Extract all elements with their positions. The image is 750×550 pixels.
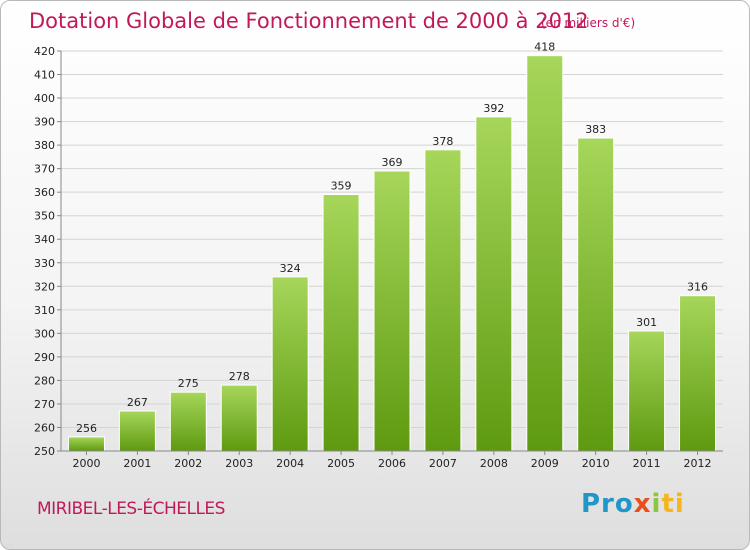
bar bbox=[271, 276, 309, 452]
y-tick-label: 380 bbox=[34, 139, 55, 152]
y-tick-label: 280 bbox=[34, 374, 55, 387]
y-tick-label: 330 bbox=[34, 257, 55, 270]
bar bbox=[322, 194, 360, 452]
x-tick-label: 2001 bbox=[123, 457, 151, 470]
data-label: 324 bbox=[280, 262, 301, 275]
x-tick-label: 2000 bbox=[72, 457, 100, 470]
data-label: 418 bbox=[534, 41, 555, 54]
x-tick-label: 2007 bbox=[429, 457, 457, 470]
bar bbox=[373, 170, 411, 452]
y-tick-label: 310 bbox=[34, 304, 55, 317]
data-label: 359 bbox=[331, 180, 352, 193]
chart-unit: (en milliers d'€) bbox=[541, 16, 636, 30]
x-tick-label: 2006 bbox=[378, 457, 406, 470]
commune-name: MIRIBEL-LES-ÉCHELLES bbox=[37, 499, 225, 519]
y-tick-label: 390 bbox=[34, 116, 55, 129]
data-label: 301 bbox=[636, 316, 657, 329]
axes: 250 260 270 280 290 300 310 320 330 340 350 360 370 3… bbox=[34, 45, 723, 470]
x-tick-label: 2011 bbox=[633, 457, 661, 470]
bar bbox=[577, 137, 615, 452]
data-label: 378 bbox=[432, 135, 453, 148]
y-tick-label: 400 bbox=[34, 92, 55, 105]
data-label: 275 bbox=[178, 377, 199, 390]
data-label: 369 bbox=[382, 156, 403, 169]
data-label: 392 bbox=[483, 102, 504, 115]
y-tick-label: 410 bbox=[34, 69, 55, 82]
x-tick-label: 2009 bbox=[531, 457, 559, 470]
data-label: 267 bbox=[127, 396, 148, 409]
y-tick-label: 420 bbox=[34, 45, 55, 58]
bars: 256 267 275 278 324 359 369 378 392 418 383 301 316 bbox=[67, 41, 717, 452]
x-tick-label: 2012 bbox=[684, 457, 712, 470]
y-tick-label: 300 bbox=[34, 327, 55, 340]
y-tick-label: 360 bbox=[34, 186, 55, 199]
bar bbox=[424, 149, 462, 452]
data-label: 278 bbox=[229, 370, 250, 383]
y-tick-label: 270 bbox=[34, 398, 55, 411]
bar bbox=[475, 116, 513, 452]
y-tick-label: 260 bbox=[34, 421, 55, 434]
x-tick-label: 2008 bbox=[480, 457, 508, 470]
y-tick-label: 350 bbox=[34, 210, 55, 223]
bar bbox=[169, 391, 207, 452]
x-tick-label: 2002 bbox=[174, 457, 202, 470]
bar bbox=[679, 295, 717, 452]
bar bbox=[628, 330, 666, 452]
data-label: 316 bbox=[687, 281, 708, 294]
chart-title: Dotation Globale de Fonctionnement de 20… bbox=[29, 9, 589, 33]
bar bbox=[526, 55, 564, 452]
y-tick-label: 370 bbox=[34, 163, 55, 176]
proxiti-logo: Proxiti bbox=[581, 489, 685, 519]
y-tick-label: 340 bbox=[34, 233, 55, 246]
y-tick-label: 290 bbox=[34, 351, 55, 364]
x-tick-label: 2004 bbox=[276, 457, 304, 470]
data-label: 383 bbox=[585, 123, 606, 136]
bar bbox=[67, 436, 105, 452]
y-tick-label: 320 bbox=[34, 280, 55, 293]
x-tick-label: 2010 bbox=[582, 457, 610, 470]
bar bbox=[118, 410, 156, 452]
bar bbox=[220, 384, 258, 452]
x-tick-label: 2003 bbox=[225, 457, 253, 470]
data-label: 256 bbox=[76, 422, 97, 435]
x-tick-label: 2005 bbox=[327, 457, 355, 470]
y-tick-label: 250 bbox=[34, 445, 55, 458]
